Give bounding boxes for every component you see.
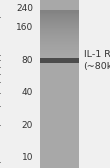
Text: 20: 20 <box>22 121 33 130</box>
Text: 240: 240 <box>16 4 33 13</box>
Text: 80: 80 <box>21 56 33 65</box>
Text: IL-1 R8
(~80kDa): IL-1 R8 (~80kDa) <box>84 50 110 71</box>
Text: 40: 40 <box>22 88 33 97</box>
Text: 160: 160 <box>16 23 33 32</box>
Text: 10: 10 <box>21 153 33 162</box>
